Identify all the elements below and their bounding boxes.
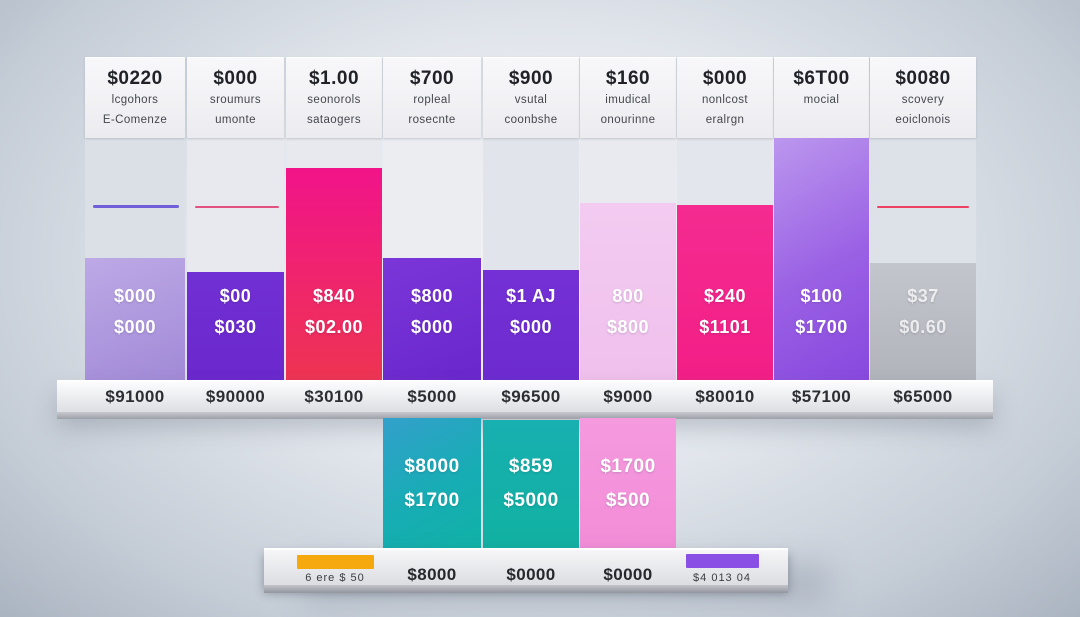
- shelf2-value: $8000: [407, 565, 457, 584]
- bar-value-label: $100 $1700: [795, 286, 848, 337]
- price-subtitle: eralrgn: [705, 114, 745, 126]
- legend-label: 6 ere $ 50: [305, 572, 365, 584]
- bar-column-8: [774, 138, 869, 380]
- price-subtitle: nonlcost: [701, 94, 749, 106]
- price-amount: $160: [605, 68, 651, 89]
- price-subtitle: scovery: [901, 94, 945, 106]
- price-subtitle: seonorols: [307, 94, 361, 106]
- price-card-2: $000 sroumurs umonte: [187, 57, 284, 138]
- price-card-8: $6T00 mocial: [774, 57, 869, 138]
- accent-line-purple: [93, 205, 179, 208]
- price-card-9: $0080 scovery eoiclonois: [870, 57, 976, 138]
- lower-bar-value-label: $8000 $1700: [404, 456, 460, 511]
- price-amount: $6T00: [793, 68, 850, 89]
- shelf-value: $57100: [791, 387, 852, 406]
- shelf2-value: $0000: [603, 565, 653, 584]
- price-card-4: $700 ropleal rosecnte: [383, 57, 481, 138]
- accent-line-pink: [195, 206, 279, 208]
- price-subtitle: umonte: [215, 114, 256, 126]
- price-card-6: $160 imudical onourinne: [580, 57, 676, 138]
- lower-bar-value-label: $859 $5000: [503, 456, 559, 511]
- price-subtitle: sataogers: [306, 114, 362, 126]
- bar-value-label: $000 $000: [113, 286, 157, 337]
- bar-column-1: [85, 258, 185, 380]
- shelf-value: $30100: [304, 387, 364, 406]
- price-subtitle: mocial: [803, 94, 840, 106]
- bar-column-2: [187, 272, 284, 380]
- bar-column-3: [286, 168, 382, 380]
- price-subtitle: ropleal: [413, 94, 451, 106]
- bar-column-9: [870, 263, 976, 380]
- lower-bar-column-5: [483, 420, 579, 551]
- price-amount: $000: [213, 68, 258, 89]
- price-amount: $0220: [107, 68, 163, 89]
- price-subtitle: imudical: [605, 94, 651, 106]
- shelf-value: $90000: [205, 387, 266, 406]
- price-amount: $0080: [895, 68, 951, 89]
- shelf-value: $80010: [695, 387, 755, 406]
- shelf-1-edge: [57, 412, 993, 419]
- bar-value-label: $37 $0.60: [899, 286, 947, 337]
- legend-label: $4 013 04: [693, 572, 751, 584]
- price-subtitle: eoiclonois: [895, 114, 951, 126]
- shelf-value: $96500: [501, 387, 561, 406]
- price-subtitle: E-Comenze: [102, 114, 168, 126]
- shelf-value: $65000: [893, 387, 953, 406]
- bar-value-label: $1 AJ $000: [506, 286, 556, 337]
- bar-value-label: $240 $1101: [699, 286, 751, 337]
- bar-column-5: [483, 270, 579, 380]
- shelf-value: $9000: [603, 387, 653, 406]
- price-amount: $000: [702, 68, 748, 89]
- lower-bar-value-label: $1700 $500: [600, 456, 656, 511]
- accent-line-red: [877, 206, 969, 208]
- shelf-1: [57, 380, 993, 414]
- price-card-7: $000 nonlcost eralrgn: [677, 57, 773, 138]
- price-amount: $700: [409, 68, 455, 89]
- price-subtitle: sroumurs: [209, 94, 262, 106]
- price-amount: $900: [508, 68, 554, 89]
- purple-legend-swatch: [686, 554, 759, 568]
- shelf-value: $5000: [407, 387, 457, 406]
- bar-value-label: 800 $800: [606, 286, 650, 337]
- bar-column-6: [580, 203, 676, 380]
- bar-column-4: [383, 258, 481, 380]
- lower-bar-column-4: [383, 418, 481, 551]
- orange-legend-swatch: [297, 555, 374, 569]
- bar-column-7: [677, 205, 773, 380]
- shelf2-value: $0000: [506, 565, 556, 584]
- bar-value-label: $840 $02.00: [304, 286, 364, 337]
- price-card-3: $1.00 seonorols sataogers: [286, 57, 382, 138]
- shelf-value: $91000: [105, 387, 165, 406]
- price-subtitle: onourinne: [600, 114, 656, 126]
- price-card-5: $900 vsutal coonbshe: [483, 57, 579, 138]
- lower-bar-column-6: [580, 418, 676, 551]
- price-subtitle: rosecnte: [408, 114, 456, 126]
- price-subtitle: lcgohors: [111, 94, 159, 106]
- shelf-2-edge: [264, 585, 788, 593]
- price-subtitle: coonbshe: [504, 114, 558, 126]
- price-card-1: $0220 lcgohors E-Comenze: [85, 57, 185, 138]
- bar-value-label: $800 $000: [410, 286, 454, 337]
- price-amount: $1.00: [308, 68, 360, 89]
- bar-value-label: $00 $030: [214, 286, 257, 337]
- price-subtitle: vsutal: [514, 94, 548, 106]
